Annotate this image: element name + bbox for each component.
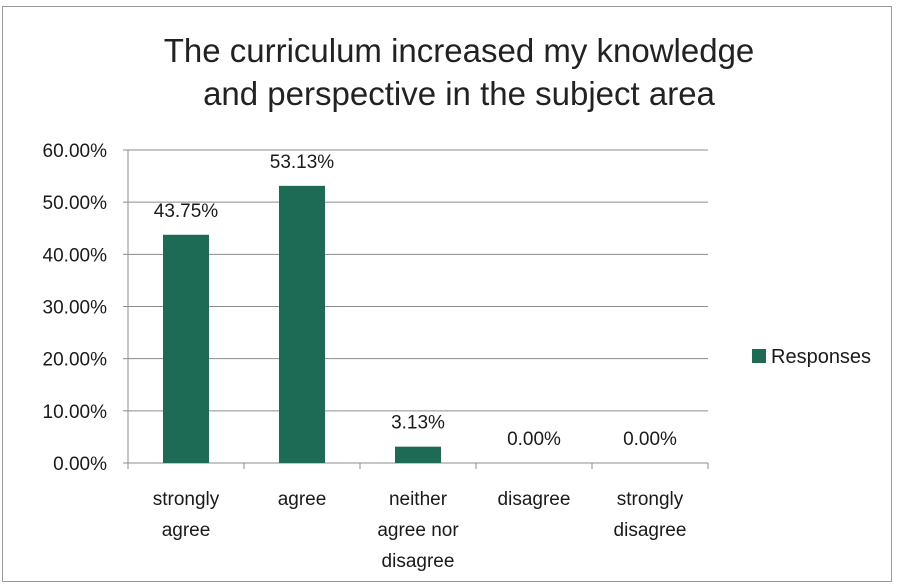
x-category-label-line: agree nor — [377, 520, 459, 541]
bar — [395, 446, 441, 463]
gridlines — [128, 149, 708, 412]
legend-label: Responses — [771, 346, 871, 368]
data-label: 0.00% — [507, 429, 561, 450]
chart-title-line: and perspective in the subject area — [203, 75, 715, 112]
x-category-label: agree — [278, 489, 327, 510]
x-category-label-line: disagree — [614, 520, 687, 541]
x-category-label-line: strongly — [617, 489, 684, 510]
x-category-label: strongly disagree — [614, 489, 687, 541]
x-category-label: strongly agree — [153, 489, 220, 541]
y-tick-label: 60.00% — [43, 141, 108, 162]
y-tick-label: 30.00% — [43, 298, 108, 319]
x-category-label-line: agree — [278, 489, 327, 510]
data-label: 43.75% — [154, 201, 219, 222]
data-labels: 43.75% 53.13% 3.13% 0.00% 0.00% — [154, 152, 677, 450]
bar — [163, 234, 209, 463]
chart-frame — [2, 6, 892, 582]
y-tick-label: 10.00% — [43, 402, 108, 423]
bars — [163, 185, 441, 463]
x-category-label: neither agree nor disagree — [377, 489, 459, 572]
x-category-label-line: disagree — [498, 489, 571, 510]
chart-title-line: The curriculum increased my knowledge — [164, 32, 755, 69]
y-tick-label: 40.00% — [43, 245, 108, 266]
legend: Responses — [752, 346, 871, 368]
y-axis-tick-labels: 0.00% 10.00% 20.00% 30.00% 40.00% 50.00% 60.00… — [43, 141, 108, 475]
y-tick-label: 20.00% — [43, 350, 108, 371]
x-category-label-line: agree — [162, 520, 211, 541]
x-category-label-line: strongly — [153, 489, 220, 510]
x-axis-category-labels: strongly agree agree neither agree nor disagr… — [153, 489, 687, 572]
data-label: 3.13% — [391, 413, 445, 434]
data-label: 53.13% — [270, 152, 335, 173]
bar — [279, 185, 325, 463]
legend-swatch — [752, 349, 766, 363]
y-tick-label: 50.00% — [43, 193, 108, 214]
y-tick-label: 0.00% — [53, 454, 107, 475]
chart-title: The curriculum increased my knowledge and… — [164, 32, 755, 112]
data-label: 0.00% — [623, 429, 677, 450]
x-category-label-line: disagree — [382, 551, 455, 572]
x-category-label-line: neither — [389, 489, 448, 510]
x-category-label: disagree — [498, 489, 571, 510]
